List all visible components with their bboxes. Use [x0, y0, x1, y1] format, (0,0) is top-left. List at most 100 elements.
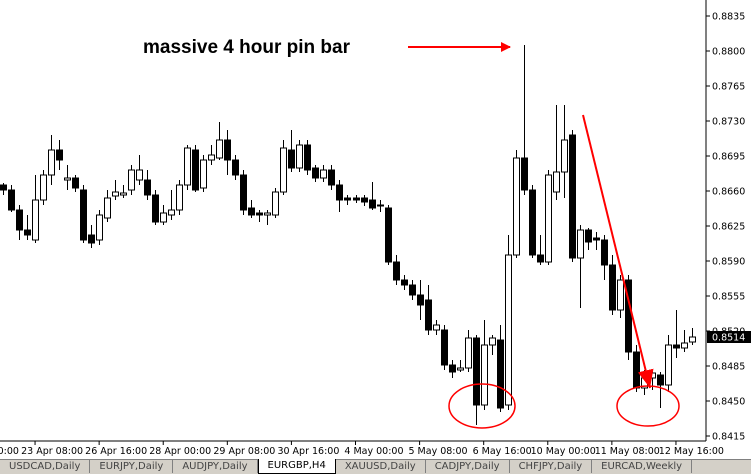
candle-body — [144, 179, 151, 196]
last-price-box — [707, 331, 751, 343]
candle-body — [593, 237, 600, 241]
candle-body — [545, 174, 552, 263]
candle-body — [240, 174, 247, 211]
x-tick-label: 12 May 16:00 — [659, 446, 724, 457]
candle-body — [537, 254, 544, 263]
candle-body — [577, 229, 584, 259]
candle-body — [296, 144, 303, 169]
candle-body — [457, 367, 464, 371]
candle-body — [681, 342, 688, 349]
candle-body — [328, 169, 335, 186]
chart-tab[interactable]: USDCAD,Daily — [0, 460, 91, 473]
chart-tab[interactable]: EURCAD,Weekly — [592, 460, 693, 473]
candle-body — [72, 177, 79, 189]
candle-body — [433, 324, 440, 331]
candle-body — [569, 134, 576, 259]
candle-body — [385, 207, 392, 263]
highlight-circle — [448, 383, 516, 429]
y-tick-label: 0.8800 — [712, 47, 745, 58]
chart-background — [0, 0, 751, 459]
candle-body — [489, 337, 496, 346]
candle-body — [361, 197, 368, 203]
candle-body — [96, 214, 103, 241]
x-tick-label: 6 May 16:00 — [473, 446, 532, 457]
candle-body — [320, 169, 327, 179]
candle-body — [248, 207, 255, 216]
annotation-text: massive 4 hour pin bar — [143, 37, 351, 58]
x-tick-label: 29 Apr 08:00 — [213, 446, 275, 457]
y-tick-label: 0.8590 — [712, 257, 745, 268]
last-price-label: 0.8514 — [712, 333, 745, 344]
candle-body — [505, 254, 512, 406]
candle-body — [409, 284, 416, 296]
candle-body — [264, 212, 271, 216]
candle-body — [80, 189, 87, 241]
x-tick-label: 4 May 00:00 — [344, 446, 403, 457]
candle-body — [633, 351, 640, 389]
y-tick-label: 0.8695 — [712, 152, 745, 163]
candle-body — [184, 147, 191, 186]
y-tick-label: 0.8555 — [712, 292, 745, 303]
candle-body — [657, 374, 664, 386]
x-tick-label: 23 Apr 08:00 — [21, 446, 83, 457]
candle-body — [312, 167, 319, 179]
candle-body — [529, 189, 536, 256]
candle-body — [152, 194, 159, 223]
chart-tab[interactable]: CHFJPY,Daily — [510, 460, 593, 473]
chart-tab[interactable]: EURGBP,H4 — [257, 459, 336, 474]
candle-body — [449, 364, 456, 373]
candle-body — [585, 229, 592, 243]
candle-body — [561, 139, 568, 173]
y-tick-label: 0.8730 — [712, 117, 745, 128]
chart-tab[interactable]: EURJPY,Daily — [90, 460, 174, 473]
candle-body — [112, 191, 119, 197]
candle-body — [513, 157, 520, 256]
x-tick-label: 5 May 08:00 — [408, 446, 467, 457]
x-tick-label: 10 May 00:00 — [531, 446, 596, 457]
x-tick-label: 30 Apr 16:00 — [277, 446, 339, 457]
candle-body — [24, 229, 31, 236]
candle-body — [88, 234, 95, 244]
chart-tab[interactable]: AUDJPY,Daily — [173, 460, 258, 473]
chart-tab[interactable]: CADJPY,Daily — [426, 460, 510, 473]
chart-tabs: USDCAD,Daily EURJPY,Daily AUDJPY,Daily EURG… — [0, 459, 751, 474]
candle-body — [272, 191, 279, 216]
candle-body — [369, 199, 376, 209]
y-tick-label: 0.8765 — [712, 82, 745, 93]
candle-body — [208, 154, 215, 161]
candle-body — [56, 149, 63, 161]
candle-body — [8, 189, 15, 211]
candle-body — [48, 149, 55, 176]
candle-body — [168, 209, 175, 216]
candle-body — [465, 337, 472, 369]
candle-body — [224, 139, 231, 161]
candle-body — [689, 336, 696, 343]
candle-body — [336, 184, 343, 201]
plot-area — [0, 45, 696, 425]
chart: massive 4 hour pin bar 0.8835 0.8800 0.876… — [0, 0, 751, 459]
candle-body — [673, 344, 680, 349]
candle-body — [521, 157, 528, 191]
candle-body — [401, 279, 408, 286]
chart-tab[interactable]: XAUUSD,Daily — [336, 460, 426, 473]
candle-body — [617, 279, 624, 311]
x-tick-label: 11 May 08:00 — [595, 446, 660, 457]
x-tick-label: 26 Apr 16:00 — [85, 446, 147, 457]
candle-body — [160, 212, 167, 223]
y-tick-label: 0.8835 — [712, 12, 745, 23]
candle-body — [497, 339, 504, 409]
x-tick-label: 28 Apr 00:00 — [149, 446, 211, 457]
candle-body — [176, 184, 183, 211]
candle-body — [665, 344, 672, 386]
candle-body — [256, 212, 263, 216]
candle-body — [288, 149, 295, 169]
candle-body — [344, 197, 351, 201]
candle-body — [353, 197, 360, 201]
candle-body — [192, 149, 199, 191]
candle-body — [649, 372, 656, 379]
candle-body — [136, 169, 143, 181]
candle-body — [232, 159, 239, 176]
candle-body — [280, 147, 287, 193]
candle-body — [425, 299, 432, 331]
